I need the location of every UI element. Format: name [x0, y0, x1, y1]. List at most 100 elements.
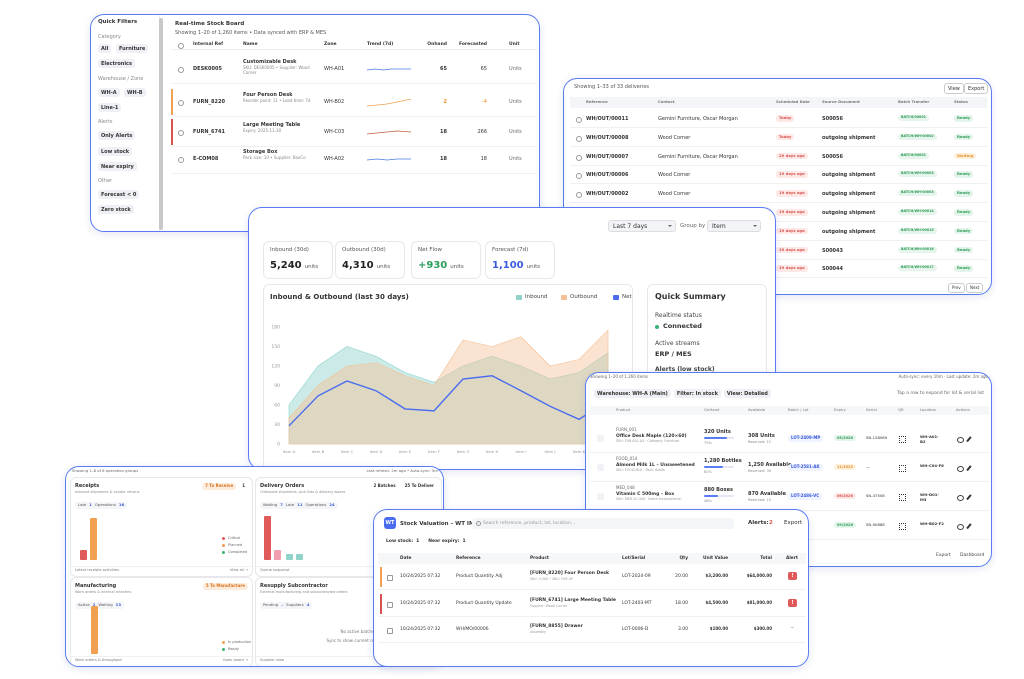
- pager-button[interactable]: Prev: [948, 283, 965, 293]
- panel-subtitle: Work orders & internal transfers: [75, 590, 132, 594]
- product: [FURN_6741] Large Meeting Table: [530, 598, 616, 603]
- filter-chip[interactable]: All: [98, 44, 112, 53]
- delivery-reference: WH/OUT/00008: [586, 134, 629, 141]
- filter-chip[interactable]: Warehouse: WH-A (Main): [594, 389, 671, 398]
- panel-action[interactable]: 5 To Manufacture: [202, 583, 248, 590]
- row-checkbox: [178, 100, 184, 106]
- batch-lot: LOT-2486-VC: [788, 493, 823, 500]
- row-divider: [171, 146, 537, 147]
- footer-link[interactable]: Dashboard: [960, 553, 985, 558]
- group-select[interactable]: Item: [707, 220, 761, 232]
- expiry: 05/2026: [834, 435, 856, 442]
- row-marker: [171, 119, 173, 145]
- period-select[interactable]: Last 7 days: [608, 220, 676, 232]
- board-title: Real-time Stock Board: [175, 21, 245, 27]
- lot-serial: LOT-2403-MT: [622, 601, 652, 606]
- edit-action[interactable]: [966, 436, 972, 442]
- panel-chips: Pending – Suppliers 4: [260, 602, 313, 609]
- filter-text: Near expiry:: [428, 539, 460, 544]
- trend-sparkline: [366, 158, 411, 161]
- alert-flag: –: [791, 625, 794, 631]
- column-header: QR: [898, 407, 904, 412]
- search-box[interactable]: Search reference, product, lot, location…: [472, 518, 734, 529]
- filter-chip[interactable]: Near expiry: [98, 162, 137, 171]
- x-tick-label: Item F: [428, 449, 440, 454]
- legend-item: In production: [222, 640, 251, 644]
- view-action[interactable]: [957, 524, 964, 530]
- x-tick-label: Item I: [516, 449, 527, 454]
- panel-action[interactable]: 7 To Receive: [202, 483, 237, 490]
- toolbar-button[interactable]: View: [944, 83, 964, 94]
- view-action[interactable]: [957, 437, 964, 443]
- source-document: S00044: [822, 266, 843, 273]
- filter-chip[interactable]: Line-1: [98, 103, 122, 112]
- filter-chip[interactable]: WH-A: [98, 88, 120, 97]
- panel-action[interactable]: 1: [242, 483, 245, 488]
- row-divider: [570, 202, 987, 204]
- view-action[interactable]: [957, 466, 964, 472]
- column-header: Qty: [679, 556, 688, 561]
- row-marker: [380, 567, 382, 587]
- onhand: 18: [440, 156, 447, 162]
- column-header: OnHand: [704, 407, 720, 412]
- y-tick-label: 90: [274, 383, 280, 389]
- onhand-percent: 62%: [704, 470, 712, 474]
- dropdown-caret: [753, 225, 757, 227]
- summary-label: Active streams: [655, 340, 700, 347]
- reference: Product Quantity Update: [456, 601, 512, 606]
- x-tick-label: Item D: [370, 449, 383, 454]
- expand-toggle: [597, 464, 604, 471]
- edit-action[interactable]: [966, 523, 972, 529]
- filter-chip[interactable]: Furniture: [116, 44, 149, 53]
- pager-button[interactable]: Next: [966, 283, 984, 293]
- view-action[interactable]: [957, 495, 964, 501]
- edit-action[interactable]: [966, 465, 972, 471]
- progress-bar: [704, 466, 723, 468]
- reserved: Reserved: 12: [748, 440, 772, 444]
- operations-summary: Showing 1–8 of 8 operation groups: [72, 468, 139, 473]
- panel-title: Resupply Subcontractor: [260, 583, 328, 589]
- column-header: Batch / Lot: [788, 407, 809, 412]
- export-button[interactable]: Export: [784, 520, 803, 526]
- filter-chip[interactable]: View: Detailed: [723, 389, 771, 398]
- inventory-summary: Showing 1–20 of 1,260 items: [590, 374, 649, 379]
- product-name: Customizable Desk: [243, 59, 297, 65]
- edit-action[interactable]: [966, 494, 972, 500]
- qty: 20.00: [675, 574, 688, 579]
- legend-dot: [222, 647, 225, 651]
- panel-action[interactable]: 25 To Deliver: [404, 483, 434, 488]
- scheduled-date: 29 days ago: [776, 152, 808, 160]
- delivery-reference: WH/OUT/00007: [586, 153, 629, 160]
- location: WH-C04-F6: [920, 463, 944, 468]
- location: WH-D01-M3: [920, 492, 939, 502]
- footer-divider: [71, 656, 252, 657]
- toolbar-button[interactable]: Export: [964, 83, 989, 94]
- delivery-contact: Wood Corner: [658, 172, 691, 179]
- batch-lot: LOT-2409-MP: [788, 435, 824, 442]
- chart-panel: [263, 284, 633, 469]
- panel-footer[interactable]: View all →: [229, 568, 248, 572]
- filter-chip[interactable]: Only Alerts: [98, 131, 136, 140]
- filter-chip[interactable]: WH-B: [124, 88, 146, 97]
- row-checkbox: [387, 575, 393, 581]
- panel-footer[interactable]: Open board →: [222, 658, 248, 662]
- stock-board-card: Quick Filters Category All Furniture Electro…: [90, 14, 540, 232]
- stat-card: Net Flow +930 units: [411, 241, 481, 279]
- filter-chip[interactable]: Filter: In stock: [673, 389, 721, 398]
- product-detail: Reorder point: 11 • Lead time: 7d: [243, 98, 311, 103]
- filter-chip[interactable]: Low stock: [98, 147, 133, 156]
- filter-chip[interactable]: Zero stock: [98, 205, 134, 214]
- location: WH-B02-F2: [920, 521, 944, 526]
- panel-action[interactable]: 2 Batches: [373, 483, 396, 488]
- filter-chip[interactable]: Electronics: [98, 59, 135, 68]
- row-divider: [378, 616, 806, 617]
- column-header: Batch Transfer: [898, 99, 930, 104]
- filter-chip[interactable]: Forecast < 0: [98, 190, 140, 199]
- y-tick-label: 30: [274, 422, 280, 428]
- stat-value-row: 1,100 units: [492, 260, 540, 272]
- stat-label: Outbound (30d): [342, 247, 386, 253]
- footer-link[interactable]: Export: [936, 553, 951, 558]
- legend-label: Ready: [228, 647, 239, 651]
- batch-transfer: BATCH/WH-00016: [898, 246, 937, 253]
- area: [288, 329, 609, 445]
